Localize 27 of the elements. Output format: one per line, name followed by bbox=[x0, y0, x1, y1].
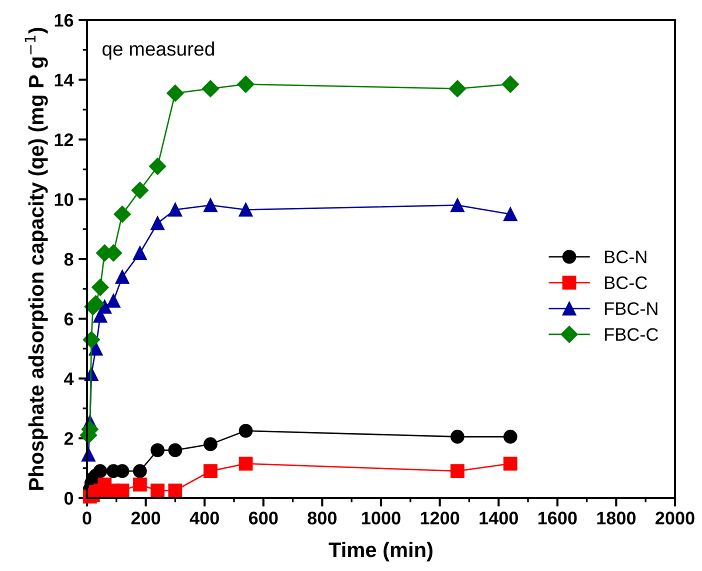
x-tick-label: 1200 bbox=[420, 512, 460, 524]
y-tick-label: 14 bbox=[54, 74, 74, 86]
y-tick-label: 12 bbox=[54, 133, 74, 146]
x-tick-label: 0 bbox=[82, 512, 92, 524]
x-tick-label: 200 bbox=[131, 512, 160, 524]
x-tick-label: 2000 bbox=[656, 512, 694, 524]
y-tick-label: 6 bbox=[64, 312, 74, 326]
y-tick-label: 8 bbox=[64, 252, 74, 266]
legend-label: BC-C bbox=[605, 276, 648, 290]
annotation: qe measured bbox=[102, 42, 214, 60]
x-tick-label: 800 bbox=[308, 512, 337, 524]
x-tick-label: 1800 bbox=[597, 512, 636, 524]
x-tick-label: 1400 bbox=[480, 512, 518, 524]
y-tick-label: 0 bbox=[64, 492, 74, 505]
x-tick-label: 600 bbox=[249, 512, 278, 524]
x-tick-label: 1600 bbox=[538, 512, 577, 524]
legend-label: BC-N bbox=[605, 250, 646, 264]
y-tick-label: 4 bbox=[64, 372, 74, 386]
y-tick-label: 2 bbox=[64, 432, 74, 445]
y-axis-title: Phosphate adsorption capacity (qe) (mg P g$^{−1}$) bbox=[24, 28, 48, 490]
x-tick-label: 400 bbox=[190, 512, 219, 524]
y-tick-label: 16 bbox=[54, 14, 74, 27]
x-axis-title: Time (min) bbox=[328, 542, 432, 562]
legend-label: FBC-C bbox=[605, 328, 658, 341]
x-tick-label: 1000 bbox=[362, 512, 400, 524]
y-tick-label: 10 bbox=[54, 193, 74, 206]
legend-label: FBC-N bbox=[605, 302, 658, 316]
